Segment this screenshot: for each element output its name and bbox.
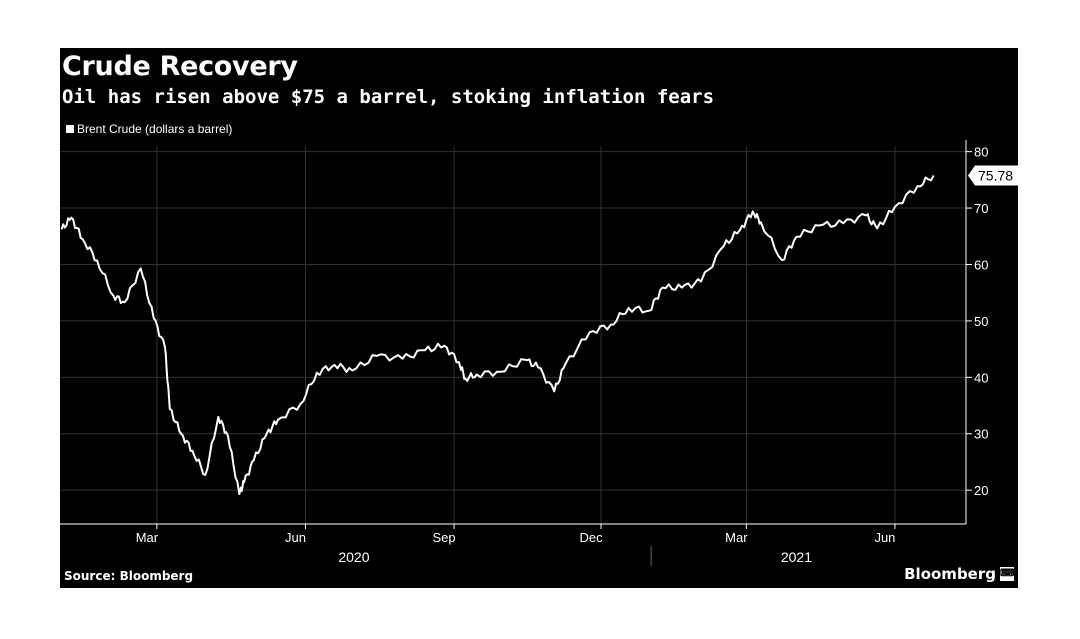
axis-layer (60, 140, 972, 566)
x-tick-label: Mar (725, 530, 748, 545)
year-label: 2021 (781, 549, 812, 565)
y-tick-label: 20 (974, 483, 988, 498)
bloomberg-terminal-icon: ⌨ (1000, 567, 1015, 581)
x-tick-label: Jun (874, 530, 895, 545)
series-layer (60, 175, 935, 496)
last-value-label: 75.78 (978, 167, 1013, 183)
grid-layer (60, 146, 966, 524)
label-layer: 20 30 40 50 60 70 80 Mar Jun Sep Dec Mar Jun 2020 2021… (136, 145, 1018, 565)
chart-subtitle: Oil has risen above $75 a barrel, stokin… (62, 86, 715, 108)
y-tick-label: 40 (974, 370, 988, 385)
legend-label: Brent Crude (dollars a barrel) (77, 122, 233, 136)
series-line (60, 175, 935, 496)
x-tick-label: Mar (136, 530, 159, 545)
chart-panel: Crude Recovery Oil has risen above $75 a… (60, 48, 1018, 588)
source-note: Source: Bloomberg (64, 569, 194, 583)
legend: Brent Crude (dollars a barrel) (66, 122, 232, 136)
y-tick-label: 30 (974, 427, 988, 442)
x-tick-label: Jun (285, 530, 306, 545)
y-tick-label: 60 (974, 257, 988, 272)
chart-svg: 20 30 40 50 60 70 80 Mar Jun Sep Dec Mar Jun 2020 2021… (60, 140, 1018, 566)
brand-logo: Bloomberg (904, 565, 996, 583)
last-value-tag (968, 165, 1018, 186)
x-tick-label: Sep (432, 530, 455, 545)
y-tick-label: 80 (974, 145, 988, 160)
legend-swatch (66, 125, 74, 133)
x-tick-label: Dec (579, 530, 603, 545)
chart-title: Crude Recovery (62, 51, 298, 82)
year-label: 2020 (338, 549, 369, 565)
y-tick-label: 70 (974, 201, 988, 216)
y-tick-label: 50 (974, 314, 988, 329)
